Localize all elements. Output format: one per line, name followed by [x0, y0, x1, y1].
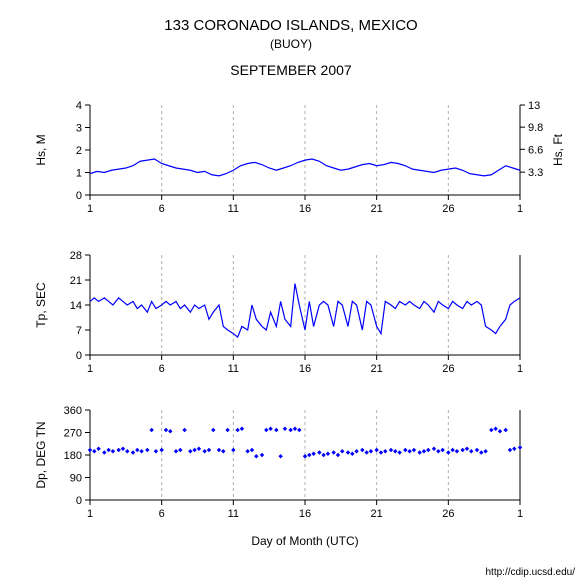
svg-text:26: 26 — [442, 508, 454, 520]
svg-text:Hs, M: Hs, M — [34, 134, 48, 165]
svg-text:6: 6 — [159, 203, 165, 215]
chart-svg: 133 CORONADO ISLANDS, MEXICO (BUOY) SEPTEM… — [0, 0, 582, 581]
svg-text:1: 1 — [517, 508, 523, 520]
svg-text:11: 11 — [228, 363, 239, 375]
svg-text:http://cdip.ucsd.edu/: http://cdip.ucsd.edu/ — [485, 567, 575, 578]
svg-text:1: 1 — [517, 363, 523, 375]
svg-text:180: 180 — [64, 450, 82, 462]
svg-text:16: 16 — [299, 508, 311, 520]
svg-text:3.3: 3.3 — [528, 167, 543, 179]
svg-text:21: 21 — [371, 508, 383, 520]
svg-text:14: 14 — [70, 300, 82, 312]
svg-text:Dp, DEG TN: Dp, DEG TN — [34, 421, 48, 488]
svg-text:6: 6 — [159, 363, 165, 375]
svg-text:16: 16 — [299, 203, 311, 215]
svg-text:Hs, Ft: Hs, Ft — [551, 133, 565, 166]
svg-text:0: 0 — [76, 190, 82, 202]
svg-text:Tp, SEC: Tp, SEC — [34, 282, 48, 328]
svg-text:1: 1 — [87, 508, 93, 520]
svg-text:13: 13 — [528, 100, 540, 112]
svg-text:90: 90 — [70, 473, 82, 485]
svg-text:360: 360 — [64, 405, 82, 417]
svg-text:21: 21 — [70, 275, 82, 287]
svg-text:6: 6 — [159, 508, 165, 520]
svg-text:270: 270 — [64, 428, 82, 440]
svg-text:2: 2 — [76, 145, 82, 157]
svg-text:6.6: 6.6 — [528, 144, 543, 156]
svg-text:11: 11 — [228, 203, 239, 215]
svg-text:0: 0 — [76, 495, 82, 507]
svg-text:16: 16 — [299, 363, 311, 375]
svg-text:7: 7 — [76, 325, 82, 337]
svg-text:26: 26 — [442, 363, 454, 375]
svg-text:1: 1 — [87, 203, 93, 215]
svg-text:1: 1 — [76, 168, 82, 180]
svg-text:11: 11 — [228, 508, 239, 520]
svg-text:Day of Month (UTC): Day of Month (UTC) — [251, 534, 358, 548]
svg-text:26: 26 — [442, 203, 454, 215]
svg-text:(BUOY): (BUOY) — [270, 37, 312, 51]
svg-text:0: 0 — [76, 350, 82, 362]
svg-text:133 CORONADO ISLANDS, MEXICO: 133 CORONADO ISLANDS, MEXICO — [164, 17, 417, 34]
svg-text:21: 21 — [371, 203, 383, 215]
svg-text:1: 1 — [517, 203, 523, 215]
svg-text:9.8: 9.8 — [528, 122, 543, 134]
svg-text:SEPTEMBER 2007: SEPTEMBER 2007 — [230, 62, 352, 78]
svg-text:4: 4 — [76, 100, 82, 112]
svg-text:28: 28 — [70, 250, 82, 262]
svg-text:3: 3 — [76, 123, 82, 135]
svg-text:21: 21 — [371, 363, 383, 375]
svg-text:1: 1 — [87, 363, 93, 375]
chart-container: 133 CORONADO ISLANDS, MEXICO (BUOY) SEPTEM… — [0, 0, 582, 581]
